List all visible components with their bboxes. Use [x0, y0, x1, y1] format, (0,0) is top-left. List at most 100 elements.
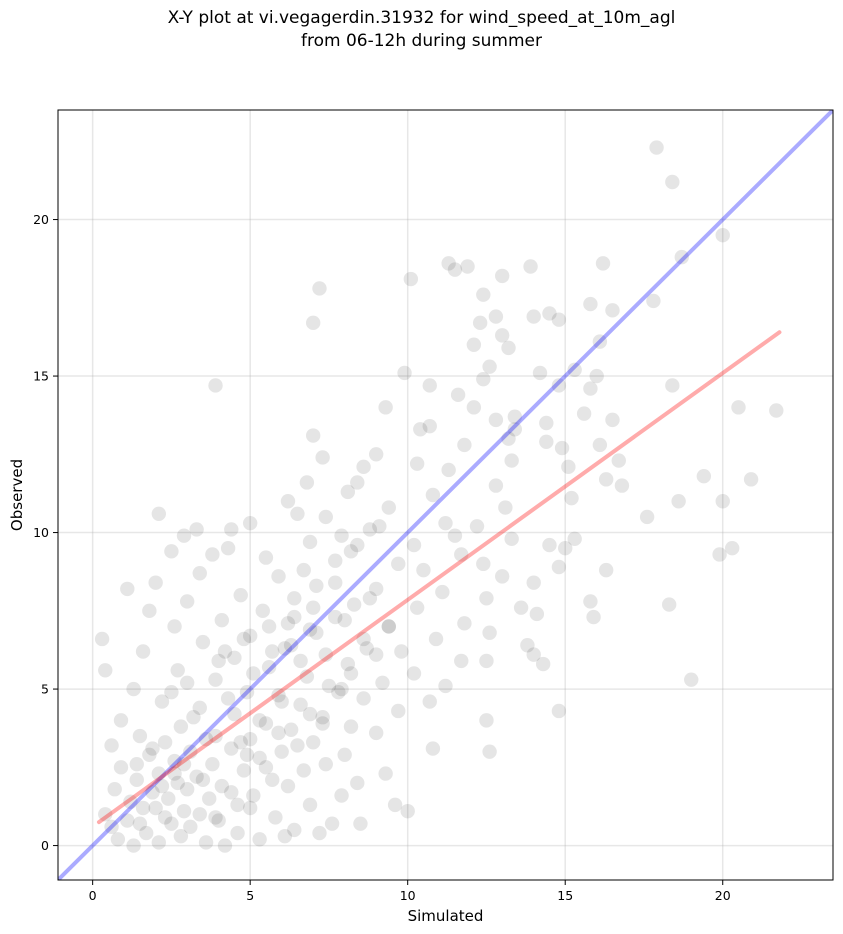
scatter-point — [305, 735, 321, 750]
scatter-point — [195, 634, 211, 650]
axes-frame — [57, 109, 834, 881]
scatter-point — [454, 547, 469, 562]
scatter-point — [107, 782, 122, 797]
scatter-point — [350, 537, 365, 553]
scatter-point — [94, 631, 110, 647]
scatter-point — [724, 541, 740, 556]
scatter-point — [598, 562, 614, 578]
scatter-point — [340, 656, 356, 672]
scatter-point — [164, 544, 179, 559]
scatter-point — [495, 569, 510, 584]
scatter-point — [488, 309, 504, 324]
scatter-point — [413, 422, 428, 437]
scatter-point — [343, 544, 359, 559]
scatter-point — [731, 400, 746, 415]
scatter-point — [337, 613, 352, 628]
scatter-point — [507, 409, 523, 424]
scatter-point — [532, 365, 548, 381]
scatter-point — [258, 716, 274, 731]
scatter-point — [469, 519, 485, 534]
scatter-point — [233, 735, 248, 750]
scatter-point — [350, 475, 365, 490]
scatter-point — [649, 140, 664, 155]
scatter-point — [387, 797, 403, 813]
scatter-point — [542, 306, 557, 321]
scatter-point — [265, 772, 280, 788]
scatter-point — [441, 256, 456, 271]
scatter-point — [479, 713, 494, 728]
scatter-point — [217, 838, 233, 853]
scatter-point — [154, 778, 170, 794]
scatter-point — [170, 663, 185, 678]
scatter-points — [94, 140, 784, 853]
scatter-point — [208, 728, 223, 744]
scatter-point — [132, 728, 148, 744]
scatter-point — [302, 797, 318, 813]
scatter-point — [769, 403, 784, 418]
scatter-point — [391, 556, 406, 572]
scatter-point — [167, 766, 182, 781]
scatter-point — [362, 522, 378, 537]
scatter-point — [135, 800, 151, 816]
scatter-point — [98, 663, 113, 678]
scatter-point — [334, 681, 349, 697]
scatter-point — [488, 478, 504, 493]
scatter-point — [614, 478, 630, 493]
scatter-point — [498, 500, 513, 515]
scatter-point — [192, 807, 207, 822]
scatter-point — [353, 816, 368, 831]
scatter-point — [595, 256, 611, 271]
scatter-point — [135, 644, 151, 659]
scatter-point — [356, 459, 371, 475]
scatter-point — [277, 828, 293, 844]
scatter-point — [268, 810, 283, 825]
scatter-point — [567, 531, 582, 547]
scatter-point — [661, 597, 677, 612]
scatter-point — [482, 744, 497, 759]
scatter-point — [368, 647, 384, 662]
scatter-point — [391, 703, 406, 719]
scatter-point — [305, 600, 321, 615]
scatter-point — [715, 228, 730, 243]
scatter-point — [315, 450, 330, 465]
y-tick-label: 20 — [33, 212, 49, 227]
scatter-point — [217, 644, 233, 659]
scatter-point — [104, 819, 119, 834]
scatter-point — [198, 731, 214, 747]
scatter-point — [507, 422, 523, 437]
scatter-point — [535, 656, 551, 672]
scatter-point — [331, 684, 346, 700]
scatter-point — [495, 268, 510, 284]
grid — [58, 110, 833, 880]
scatter-point — [224, 522, 239, 537]
scatter-point — [189, 769, 204, 784]
scatter-point — [113, 713, 129, 728]
scatter-point — [167, 619, 182, 634]
scatter-point — [290, 738, 305, 753]
scatter-point — [258, 550, 274, 565]
y-tick-label: 15 — [33, 369, 49, 384]
scatter-point — [592, 334, 608, 349]
scatter-point — [368, 581, 384, 597]
scatter-point — [368, 725, 384, 741]
scatter-point — [224, 741, 239, 756]
scatter-point — [406, 537, 422, 553]
scatter-point — [350, 775, 365, 791]
scatter-point — [230, 797, 245, 813]
scatter-point — [129, 756, 144, 772]
scatter-point — [422, 694, 437, 709]
scatter-point — [290, 506, 305, 521]
identity-line — [58, 110, 833, 880]
scatter-point — [148, 800, 163, 816]
scatter-point — [551, 378, 567, 393]
scatter-point — [164, 816, 179, 831]
scatter-point — [98, 807, 113, 822]
scatter-point — [154, 694, 170, 709]
y-tick-label: 0 — [41, 838, 49, 853]
scatter-point — [205, 547, 220, 562]
scatter-point — [183, 744, 198, 759]
scatter-point — [715, 494, 730, 509]
scatter-point — [542, 537, 557, 553]
